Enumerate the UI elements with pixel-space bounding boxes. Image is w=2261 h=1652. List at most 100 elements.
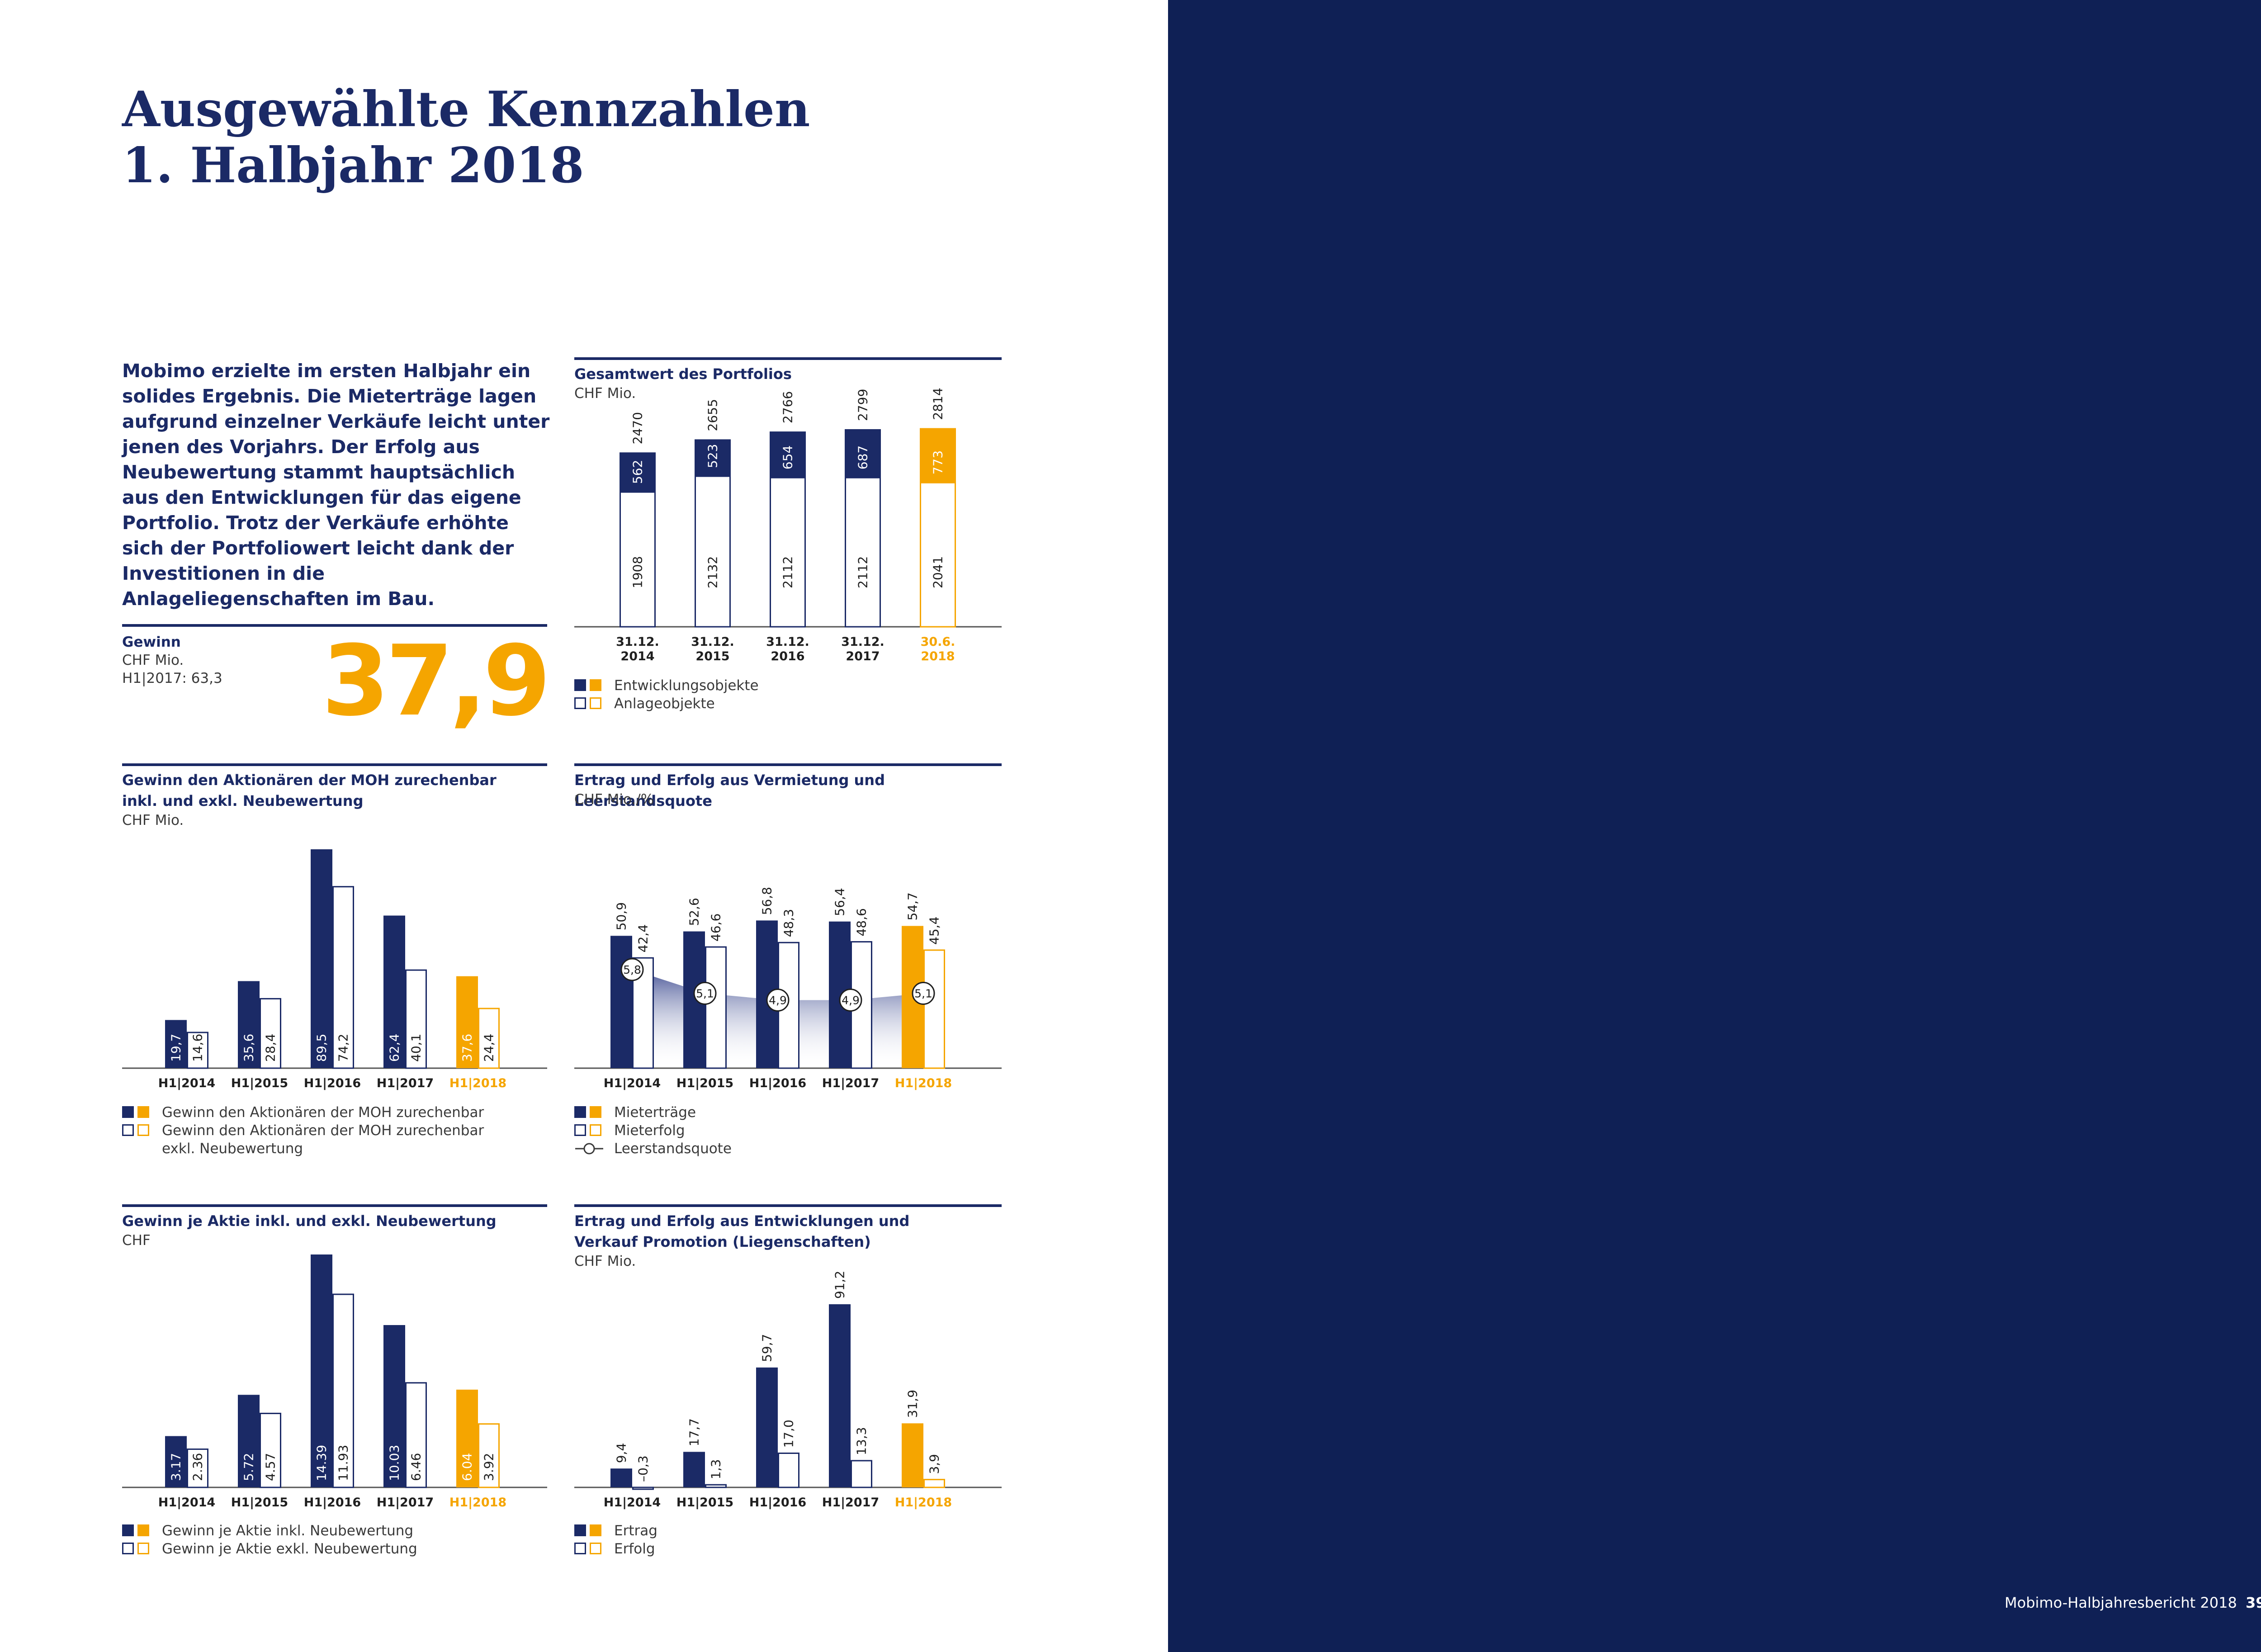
category-label: H1|2015 — [231, 1496, 288, 1510]
bar-series-2 — [332, 886, 354, 1069]
outline-square-icon — [574, 1543, 586, 1554]
kpi-label: Gewinn — [122, 634, 181, 650]
category-label: H1|2015 — [231, 1076, 288, 1090]
outline-square-icon — [137, 1124, 149, 1136]
leerstandsquote-point — [912, 982, 935, 1005]
bar-entwicklungsobjekte — [770, 431, 806, 478]
filled-square-icon — [122, 1524, 134, 1536]
bar-series-1 — [311, 849, 332, 1068]
bar-series-1 — [165, 1020, 187, 1068]
filled-square-icon — [137, 1524, 149, 1536]
bar-value-label: 6.04 — [460, 1453, 475, 1481]
bar-value-label: 40,1 — [409, 1034, 424, 1062]
bar-value-label: 91,2 — [833, 1271, 847, 1299]
outline-square-icon — [137, 1543, 149, 1554]
category-label-line: H1|2017 — [377, 1496, 434, 1510]
chart-legend: Entwicklungsobjekte Anlageobjekte — [574, 677, 759, 713]
bar-value-label: 62,4 — [387, 1034, 402, 1062]
category-label: H1|2014 — [158, 1496, 215, 1510]
chart-legend: Gewinn je Aktie inkl. Neubewertung Gewin… — [122, 1522, 417, 1558]
bar-entwicklungsobjekte — [695, 439, 731, 477]
category-label-line: 2016 — [771, 649, 804, 663]
chart-panel-entwicklungen: Ertrag und Erfolg aus Entwicklungen und … — [574, 1204, 1002, 1569]
category-label-line: H1|2015 — [676, 1076, 733, 1090]
leerstandsquote-label: 4,9 — [769, 994, 787, 1007]
legend-item-gewinn-exkl: Gewinn den Aktionären der MOH zurechenba… — [122, 1122, 484, 1158]
filled-square-icon — [590, 1524, 601, 1536]
bar-anlageobjekte — [920, 482, 956, 628]
category-label-line: 31.12. — [691, 635, 734, 649]
category-label-line: H1|2016 — [304, 1496, 361, 1510]
chart-panel-gewinn-moh: Gewinn den Aktionären der MOH zurechenba… — [122, 763, 547, 1164]
legend-label: Gewinn je Aktie inkl. Neubewertung — [162, 1523, 414, 1539]
bar-series-2 — [778, 1453, 799, 1488]
leerstandsquote-point — [620, 958, 644, 981]
bar-series-1 — [610, 1468, 632, 1487]
category-label-line: H1|2014 — [158, 1496, 215, 1510]
category-label-line: H1|2017 — [377, 1076, 434, 1090]
bar-series-2 — [478, 1008, 500, 1069]
bar-value-label: 2112 — [780, 556, 795, 588]
bar-value-label: 4.57 — [263, 1453, 278, 1481]
legend-item-ertrag: Ertrag — [574, 1522, 657, 1540]
footer-report-name: Mobimo-Halbjahresbericht 2018 — [2005, 1594, 2237, 1611]
bar-value-label: 42,4 — [636, 924, 651, 952]
chart-title: Gewinn je Aktie inkl. und exkl. Neubewer… — [122, 1212, 497, 1230]
bar-value-label: 13,3 — [854, 1427, 869, 1455]
legend-label: Gewinn je Aktie exkl. Neubewertung — [162, 1541, 417, 1557]
bar-value-label: 14.39 — [314, 1445, 329, 1481]
bar-series-2 — [405, 969, 427, 1069]
chart-legend: Mieterträge Mieterfolg Leerstandsquote — [574, 1103, 732, 1158]
bar-series-1 — [756, 1367, 778, 1487]
leerstandsquote-point — [693, 982, 717, 1005]
bar-series-1 — [456, 976, 478, 1068]
chart-vermietung: 50,9 42,4 H1|2014 52,6 46,6 H1|2015 56,8 48,3 H1… — [574, 887, 1002, 1090]
chart-title-line: Gewinn den Aktionären der MOH zurechenba… — [122, 772, 497, 789]
category-label: 31.12. 2014 — [616, 635, 659, 663]
chart-panel-gewinn-aktie: Gewinn je Aktie inkl. und exkl. Neubewer… — [122, 1204, 547, 1569]
category-label-line: 30.6. — [921, 635, 955, 649]
bar-mieterfolg — [705, 946, 727, 1069]
page-title: Ausgewählte Kennzahlen 1. Halbjahr 2018 — [122, 81, 810, 194]
chart-title-line: inkl. und exkl. Neubewertung — [122, 792, 364, 809]
category-label: H1|2017 — [822, 1076, 879, 1090]
bar-series-1 — [165, 1436, 187, 1487]
outline-square-icon — [574, 1124, 586, 1136]
bar-series-2 — [260, 998, 281, 1069]
category-label-line: H1|2018 — [895, 1496, 952, 1510]
legend-item-gewinn-inkl: Gewinn den Aktionären der MOH zurechenba… — [122, 1103, 484, 1122]
bar-value-label: 56,4 — [833, 888, 847, 916]
bar-value-label: 2.36 — [190, 1453, 205, 1481]
bar-value-label: 6.46 — [409, 1453, 424, 1481]
chart-panel-vermietung: Ertrag und Erfolg aus Vermietung und Lee… — [574, 763, 1002, 1164]
chart-gewinn-moh: 19,7 14,6 H1|2014 35,6 28,4 H1|2015 89,5 74,2 H1… — [122, 849, 547, 1090]
bar-total-label: 2766 — [780, 391, 795, 423]
category-label: H1|2016 — [749, 1076, 806, 1090]
bar-value-label: 54,7 — [905, 892, 920, 920]
chart-title: Gewinn den Aktionären der MOH zurechenba… — [122, 770, 497, 811]
chart-gewinn-aktie: 3.17 2.36 H1|2014 5.72 4.57 H1|2015 14.39 11.93… — [122, 1254, 547, 1510]
chart-entwicklungen: 9,4 –0,3 H1|2014 17,7 1,3 H1|2015 59,7 17,0 H1|2… — [574, 1271, 1002, 1510]
chart-title: Ertrag und Erfolg aus Vermietung und Lee… — [574, 772, 885, 809]
category-label-line: H1|2017 — [822, 1496, 879, 1510]
bar-value-label: 9,4 — [614, 1443, 629, 1463]
category-label-line: 31.12. — [766, 635, 809, 649]
chart-unit: CHF Mio. — [574, 385, 636, 402]
category-label: H1|2017 — [377, 1076, 434, 1090]
kpi-unit: CHF Mio. — [122, 652, 184, 668]
category-label-line: 2015 — [695, 649, 729, 663]
bar-value-label: 48,3 — [781, 909, 796, 937]
bar-series-1 — [456, 1389, 478, 1487]
outline-square-icon — [122, 1543, 134, 1554]
bar-value-label: 2132 — [705, 556, 720, 588]
category-label-line: 2018 — [921, 649, 955, 663]
bar-value-label: 3.17 — [169, 1453, 184, 1481]
bar-value-label: 46,6 — [709, 914, 724, 942]
bar-series-2 — [851, 1460, 872, 1488]
category-label-line: H1|2015 — [676, 1496, 733, 1510]
legend-label: Gewinn den Aktionären der MOH zurechenba… — [162, 1104, 484, 1121]
category-label: H1|2015 — [676, 1076, 733, 1090]
leerstandsquote-label: 4,9 — [842, 994, 860, 1007]
category-label-line: H1|2015 — [231, 1496, 288, 1510]
category-label: H1|2018 — [449, 1496, 506, 1510]
